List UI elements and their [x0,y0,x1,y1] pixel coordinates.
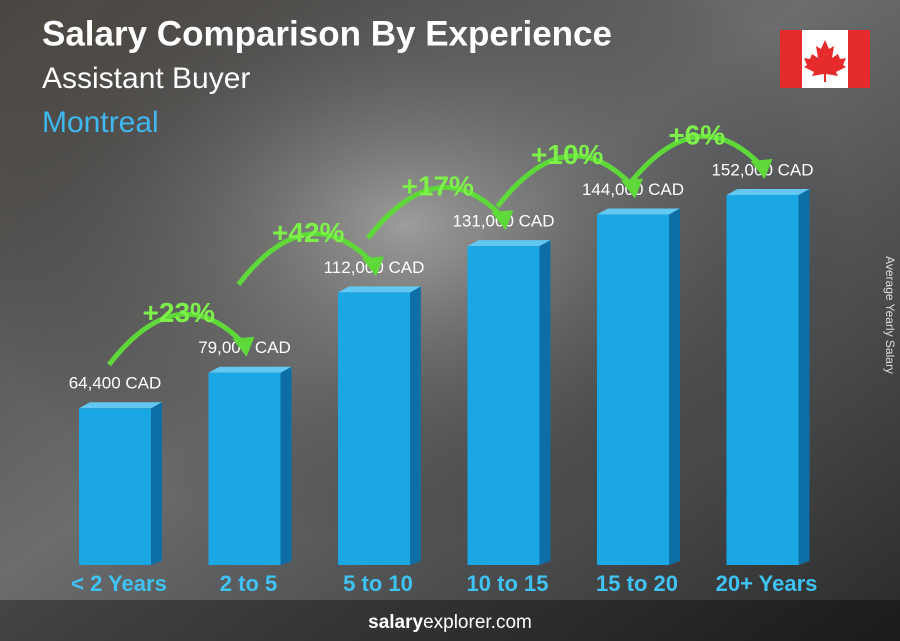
x-tick-label: 10 to 15 [467,571,549,596]
footer-band [0,600,900,641]
x-tick-label: 15 to 20 [596,571,678,596]
change-arrow [107,311,247,367]
flag [780,30,870,88]
change-label: +10% [531,139,603,170]
axis-label: Average Yearly Salary [883,256,897,374]
x-tick-label: 20+ Years [716,571,818,596]
bar-side [669,208,680,565]
x-tick-label: 2 to 5 [220,571,277,596]
bar-side [151,402,162,565]
footer-rest: explorer.com [423,612,532,633]
change-arrow [236,231,376,286]
chart-title: Salary Comparison By Experience [42,14,612,53]
location: Montreal [42,106,159,139]
bar [597,214,669,565]
bar-top [208,366,292,373]
bar [79,408,151,565]
footer-brand: salary [368,612,423,633]
value-label: 64,400 CAD [69,374,162,393]
change-arrow [366,185,506,240]
bar-top [467,240,551,247]
change-arrow [495,153,635,209]
change-arrowhead [491,210,514,231]
change-arrowhead [232,336,255,357]
bar-side [280,366,292,565]
change-arrow [625,133,765,189]
subtitle: Assistant Buyer [42,62,250,95]
bar [208,372,281,565]
maple-leaf [804,40,846,82]
bar-top [597,208,680,215]
bar-side [410,286,421,565]
bar-side [539,240,551,566]
change-label: +42% [272,217,344,248]
flag-band [780,30,802,88]
footer: salaryexplorer.com [368,612,532,633]
change-label: +23% [143,297,215,328]
change-arrowhead [621,178,643,199]
flag-band [848,30,870,88]
change-arrowhead [750,159,773,179]
change-label: +17% [402,171,474,202]
change-label: +6% [668,119,725,150]
change-arrowhead [362,256,384,277]
x-tick-label: < 2 Years [71,571,167,596]
bar [726,195,799,565]
bar-top [338,286,421,293]
bar [467,246,540,566]
bar-side [798,189,810,565]
bar [338,292,410,565]
x-tick-label: 5 to 10 [343,571,413,596]
bar-top [79,402,162,409]
bar-top [726,189,810,195]
